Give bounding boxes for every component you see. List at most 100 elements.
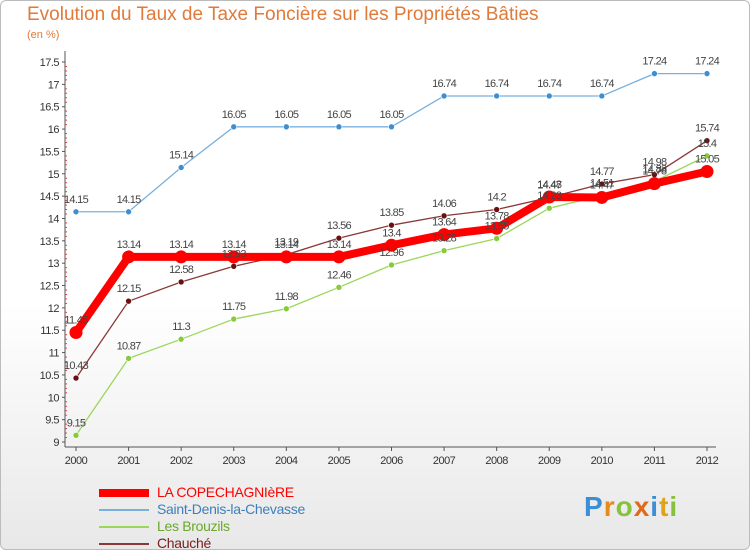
data-label: 15.14 [169,150,194,162]
data-point [125,297,132,305]
y-tick-label: 12 [48,303,60,315]
data-label: 17.24 [695,56,720,68]
data-point [647,177,661,191]
x-tick-label: 2008 [485,455,508,467]
data-point [651,70,658,77]
data-label: 14.51 [590,178,615,190]
data-point [700,165,714,179]
y-tick-label: 15.5 [40,146,60,158]
x-tick-label: 2005 [328,455,351,467]
data-label: 13.85 [379,207,404,219]
data-label: 12.93 [222,248,247,260]
data-label: 12.96 [379,247,404,259]
data-label: 14.78 [642,166,667,178]
legend-label: Les Brouzils [157,518,230,534]
y-tick-label: 17 [48,79,60,91]
data-label: 13.64 [432,217,457,229]
data-label: 14.77 [590,166,615,178]
x-tick-label: 2002 [170,455,193,467]
y-tick-label: 12.5 [40,281,60,293]
data-label: 14.06 [432,198,457,210]
data-label: 12.46 [327,269,352,281]
data-label: 11.98 [275,291,299,303]
y-tick-label: 13.5 [40,236,60,248]
data-label: 16.05 [274,109,299,121]
proxiti-logo: Proxiti [584,491,678,523]
data-point [72,374,80,382]
data-label: 14.98 [642,157,667,169]
chart-unit-label: (en %) [27,29,60,41]
x-tick-label: 2006 [380,455,403,467]
logo-letter: t [659,491,670,522]
data-label: 12.58 [169,264,194,276]
data-point [230,315,238,323]
data-label: 14.23 [537,190,562,202]
data-point [335,234,343,242]
data-label: 15.74 [695,123,720,135]
data-label: 10.43 [64,360,89,372]
data-label: 13.14 [274,239,299,251]
data-label: 13.14 [169,239,194,251]
data-point [230,263,238,270]
data-label: 14.2 [487,192,506,204]
data-point [122,250,136,264]
x-tick-label: 2012 [696,455,719,467]
data-label: 14.48 [537,179,562,191]
data-point [490,221,504,235]
data-point [279,250,293,264]
y-tick-label: 9.5 [45,415,59,427]
data-label: 11.75 [222,301,246,313]
y-tick-label: 14.5 [40,191,60,203]
y-tick-label: 13 [48,258,60,270]
data-label: 10.87 [117,340,142,352]
data-label: 13.14 [117,239,142,251]
y-tick-label: 16 [48,124,60,136]
data-label: 16.05 [327,109,352,121]
data-point [177,278,185,286]
y-tick-label: 11 [49,348,60,360]
legend-label: Chauché [157,535,211,550]
y-tick-label: 17.5 [40,57,60,69]
legend-label: Saint-Denis-la-Chevasse [157,501,305,517]
legend-swatch [99,509,149,511]
data-label: 14.15 [64,194,89,206]
data-point [493,92,500,100]
data-label: 14.47 [537,179,562,191]
data-label: 13.56 [327,220,352,232]
data-point [595,190,609,204]
data-point [227,250,241,264]
x-tick-label: 2009 [538,455,561,467]
data-label: 17.24 [642,56,667,68]
logo-letter: i [669,491,679,522]
data-point [332,250,346,264]
x-tick-label: 2001 [117,455,140,467]
data-point [493,206,500,213]
data-point [385,238,398,252]
data-label: 16.74 [537,78,562,90]
data-label: 16.74 [432,78,457,90]
data-label: 13.14 [327,239,352,251]
data-point [125,355,132,362]
data-label: 13.14 [222,239,247,251]
y-tick-label: 15 [48,169,60,181]
data-label: 16.05 [222,109,247,121]
y-tick-label: 11.5 [40,325,59,337]
data-label: 9.15 [67,417,86,429]
data-point [440,247,448,254]
data-point [388,123,395,131]
data-label: 11.45 [64,314,88,326]
data-point [440,212,448,220]
data-label: 13.4 [382,227,401,239]
data-point [388,261,395,269]
logo-letter: o [615,491,634,522]
data-label: 16.05 [379,109,404,121]
data-label: 13.19 [274,237,299,249]
chart-title: Evolution du Taux de Taxe Foncière sur l… [27,4,539,25]
y-tick-label: 10.5 [40,370,60,382]
data-point [335,123,343,131]
data-label: 13.78 [485,210,510,222]
y-tick-label: 9 [53,437,59,449]
data-point [72,208,80,216]
x-tick-label: 2003 [223,455,246,467]
